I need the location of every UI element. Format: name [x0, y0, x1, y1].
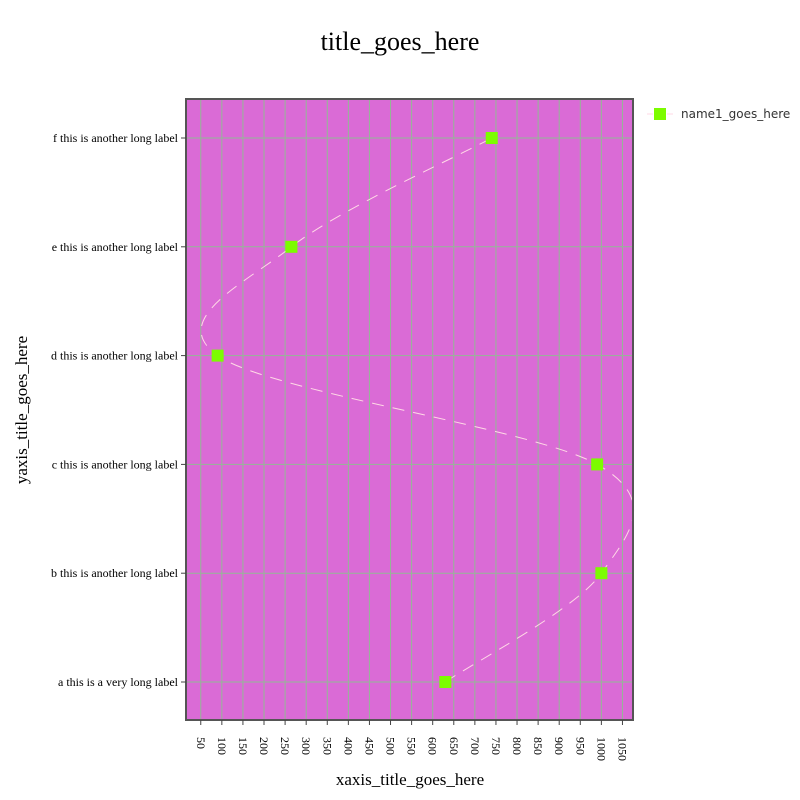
x-tick-label: 500	[384, 737, 398, 755]
chart-title: title_goes_here	[321, 27, 480, 56]
data-point[interactable]	[211, 349, 224, 362]
x-tick-label: 250	[278, 737, 292, 755]
x-tick-label: 200	[257, 737, 271, 755]
data-point[interactable]	[595, 567, 608, 580]
x-tick-label: 100	[215, 737, 229, 755]
x-tick-label: 550	[405, 737, 419, 755]
y-tick-label: f this is another long label	[53, 131, 179, 145]
legend-label: name1_goes_here	[681, 107, 790, 121]
x-tick-label: 600	[426, 737, 440, 755]
data-point[interactable]	[439, 676, 452, 688]
y-gridlines	[186, 137, 633, 683]
legend-marker	[654, 108, 666, 120]
x-tick-label: 1050	[615, 737, 629, 761]
x-tick-label: 350	[320, 737, 334, 755]
x-tick-label: 450	[362, 737, 376, 755]
x-axis-ticks: 50 100 150 200 250 300 350 400 450 500 550 600 650 70…	[194, 720, 629, 761]
y-tick-label: c this is another long label	[52, 457, 179, 471]
x-gridlines	[200, 99, 623, 720]
y-tick-label: e this is another long label	[52, 240, 179, 254]
x-tick-label: 1000	[594, 737, 608, 761]
x-tick-label: 150	[236, 737, 250, 755]
x-axis-title: xaxis_title_goes_here	[336, 770, 484, 789]
plot-area	[186, 99, 633, 720]
data-point[interactable]	[591, 458, 604, 471]
legend[interactable]: name1_goes_here	[647, 107, 790, 121]
series-marker-layer	[211, 132, 608, 688]
x-tick-label: 400	[341, 737, 355, 755]
y-tick-label: b this is another long label	[51, 566, 179, 580]
y-axis-ticks: a this is a very long label b this is ano…	[51, 131, 186, 689]
data-point[interactable]	[485, 132, 498, 144]
x-tick-label: 800	[510, 737, 524, 755]
x-tick-label: 750	[489, 737, 503, 755]
x-tick-label: 950	[573, 737, 587, 755]
x-tick-label: 850	[531, 737, 545, 755]
x-tick-label: 650	[447, 737, 461, 755]
x-tick-label: 900	[552, 737, 566, 755]
data-point[interactable]	[285, 240, 298, 253]
y-axis-title: yaxis_title_goes_here	[12, 336, 31, 484]
y-tick-label: d this is another long label	[51, 349, 179, 363]
plot-frame	[185, 98, 634, 721]
x-tick-label: 700	[468, 737, 482, 755]
x-tick-label: 50	[194, 737, 208, 749]
x-tick-label: 300	[299, 737, 313, 755]
y-tick-label: a this is a very long label	[58, 675, 179, 689]
